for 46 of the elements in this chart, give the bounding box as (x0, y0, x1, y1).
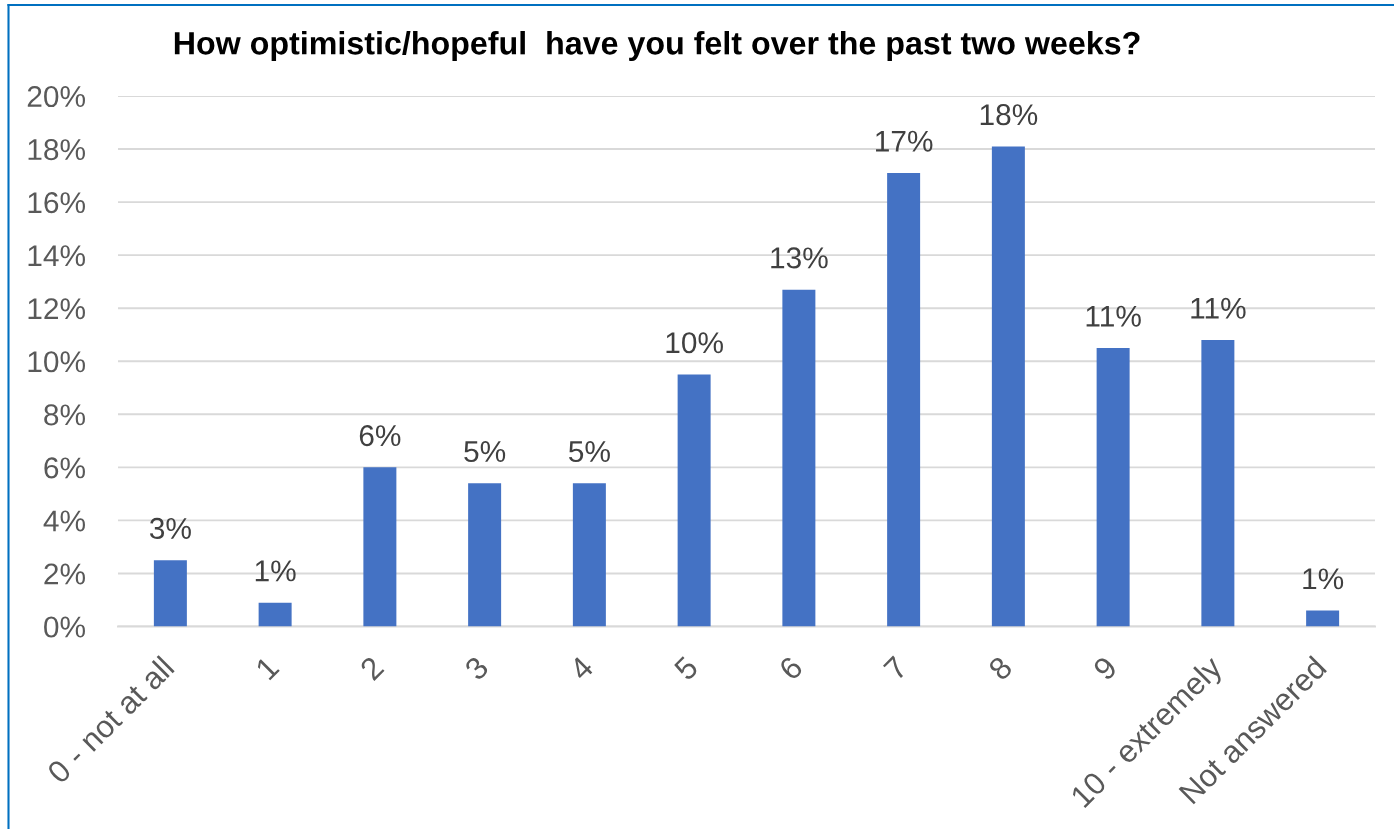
bar (887, 172, 921, 627)
data-label: 11% (1191, 297, 1246, 319)
x-tick-label: 3 (463, 655, 490, 682)
x-tick-label: 8 (987, 655, 1014, 682)
bar (363, 467, 397, 627)
data-label: 11% (1086, 305, 1141, 327)
x-tick-label: 7 (882, 655, 909, 681)
y-tick-label: 16% (28, 192, 85, 214)
data-label: 10% (666, 332, 723, 354)
y-tick-label: 10% (28, 351, 85, 373)
data-label: 1% (1303, 568, 1344, 590)
y-tick-label: 2% (44, 563, 85, 585)
y-tick-label: 0% (44, 616, 85, 638)
y-tick-label: 8% (44, 404, 85, 426)
x-tick-label: 1 (255, 655, 280, 681)
bar (258, 602, 292, 627)
y-tick-label: 4% (43, 510, 85, 532)
bar (782, 289, 816, 627)
bar (1306, 610, 1340, 627)
y-tick-label: 20% (27, 85, 85, 108)
y-tick-label: 6% (44, 457, 85, 479)
y-tick-label: 18% (28, 139, 85, 161)
data-label: 1% (255, 560, 296, 582)
x-tick-label: 4 (568, 655, 595, 682)
data-label: 6% (359, 425, 401, 447)
data-label: 17% (876, 130, 933, 152)
chart-title: How optimistic/hopeful have you felt over the past two weeks? (174, 30, 1140, 62)
x-tick-label: 6 (777, 655, 804, 682)
bar (991, 146, 1025, 627)
data-label: 13% (771, 247, 828, 269)
x-tick-label: 0 - not at all (45, 655, 175, 785)
bar (677, 374, 711, 627)
x-tick-label: 9 (1092, 655, 1119, 682)
bar (572, 483, 606, 627)
x-tick-label: 5 (673, 655, 700, 682)
data-label: 18% (980, 104, 1038, 126)
bar (153, 560, 187, 627)
bar (1201, 340, 1235, 627)
y-tick-label: 12% (28, 298, 85, 320)
data-label: 3% (149, 517, 191, 540)
bar (1096, 347, 1130, 627)
x-tick-label: 2 (358, 655, 385, 681)
bar (468, 483, 502, 627)
data-label: 5% (568, 441, 610, 463)
data-label: 5% (464, 441, 506, 463)
y-tick-label: 14% (28, 245, 85, 267)
